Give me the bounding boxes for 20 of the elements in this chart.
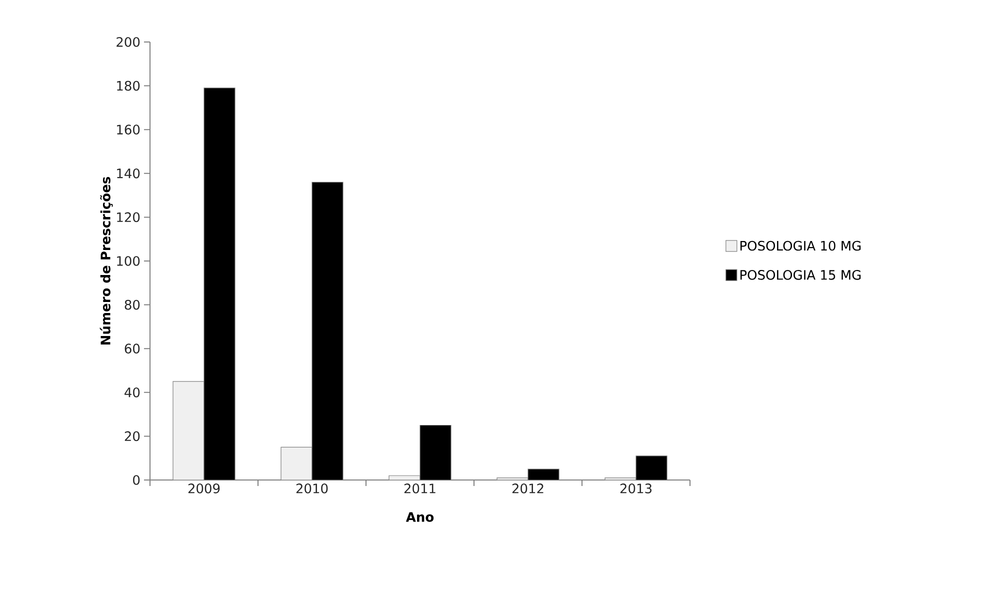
x-tick-label: 2009 bbox=[188, 484, 220, 494]
y-tick-label: 60 bbox=[124, 344, 140, 354]
y-axis-title: Número de Prescrições bbox=[100, 176, 113, 344]
legend-label: POSOLOGIA 15 MG bbox=[740, 270, 861, 280]
x-axis-title: Ano bbox=[406, 512, 434, 522]
y-tick-label: 160 bbox=[117, 124, 140, 135]
y-tick-label: 180 bbox=[117, 80, 140, 91]
y-tick-label: 40 bbox=[124, 387, 140, 398]
x-tick-label: 2013 bbox=[620, 484, 652, 494]
y-tick-label: 100 bbox=[117, 256, 140, 266]
x-tick-label: 2010 bbox=[296, 484, 328, 494]
legend-label: POSOLOGIA 10 MG bbox=[740, 240, 861, 251]
x-tick-label: 2012 bbox=[512, 484, 544, 494]
y-tick-label: 140 bbox=[117, 168, 140, 178]
y-tick-label: 200 bbox=[116, 37, 140, 47]
x-tick-label: 2011 bbox=[404, 484, 436, 494]
y-tick-label: 20 bbox=[124, 431, 140, 442]
y-tick-label: 120 bbox=[117, 212, 140, 222]
y-tick-label: 0 bbox=[133, 475, 140, 485]
y-tick-label: 80 bbox=[124, 300, 140, 310]
